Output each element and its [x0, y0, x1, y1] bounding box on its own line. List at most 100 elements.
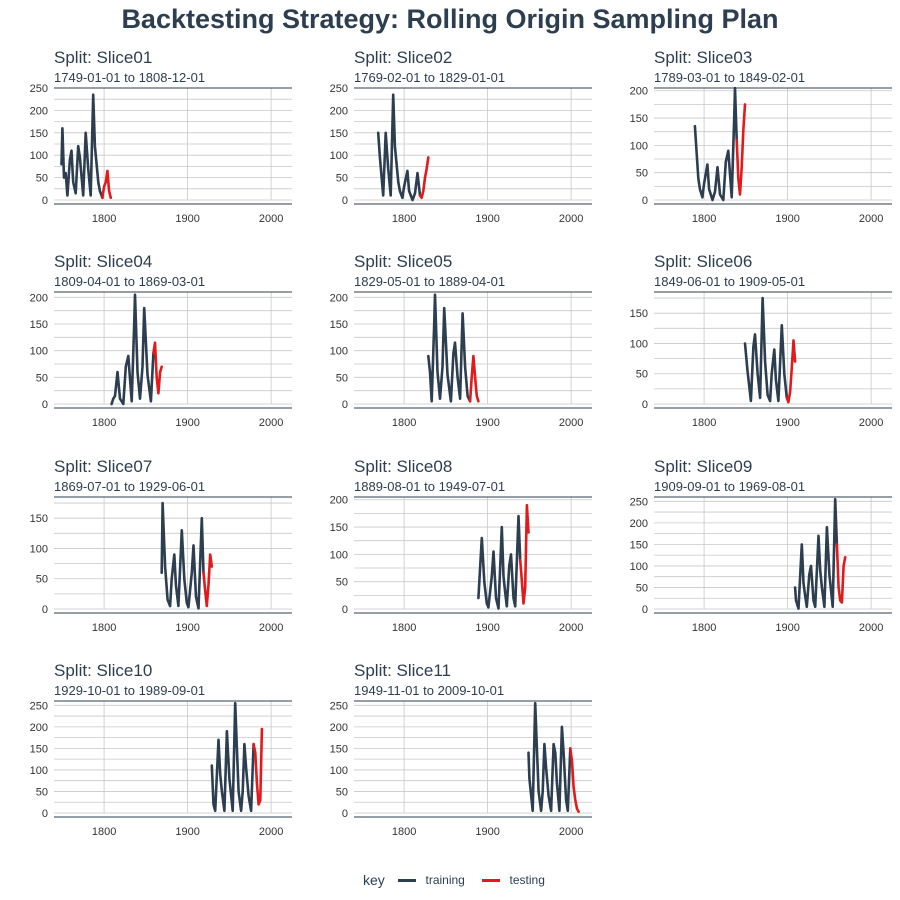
series-testing-line [101, 169, 113, 200]
y-tick-label: 50 [36, 786, 48, 798]
panel-slice07: 0 50 100 150 1800 1900 2000 Split: Slice07 1869-… [0, 457, 300, 662]
y-tick-label: 200 [30, 722, 48, 734]
legend-swatch-training [398, 878, 417, 882]
y-tick-label: 250 [330, 83, 348, 95]
split-title: Split: Slice05 [354, 252, 453, 271]
y-tick-label: 250 [330, 700, 348, 712]
y-tick-label: 150 [30, 128, 48, 140]
y-tick-label: 50 [636, 168, 648, 180]
y-tick-label: 150 [330, 319, 348, 331]
y-tick-label: 0 [642, 195, 648, 207]
series-training-line [160, 501, 205, 610]
series-testing-line [252, 727, 264, 806]
y-tick-label: 200 [330, 105, 348, 117]
y-tick-label: 100 [630, 140, 648, 152]
x-tick-label: 1800 [92, 826, 116, 836]
series-training-line [477, 514, 522, 610]
panel-slice02: 0 50 100 150 200 250 1800 1900 2000 Split: Slice0… [300, 48, 600, 253]
legend: key training testing [363, 872, 559, 888]
x-tick-label: 1800 [92, 417, 116, 427]
y-tick-label: 100 [30, 765, 48, 777]
series-testing-line [152, 341, 163, 395]
y-tick-label: 200 [330, 495, 348, 507]
legend-swatch-testing [482, 878, 501, 882]
plot-area: 0 50 100 150 200 1800 1900 2000 [330, 291, 592, 427]
y-tick-label: 250 [630, 496, 648, 508]
split-title: Split: Slice11 [354, 661, 452, 680]
y-tick-label: 100 [330, 346, 348, 358]
y-tick-label: 0 [642, 399, 648, 411]
split-date-range: 1869-07-01 to 1929-06-01 [54, 479, 206, 494]
x-tick-label: 2000 [559, 417, 583, 427]
split-title: Split: Slice02 [354, 48, 453, 67]
x-tick-label: 1800 [392, 826, 416, 836]
y-tick-label: 50 [36, 173, 48, 185]
y-tick-label: 0 [342, 195, 348, 207]
x-tick-label: 1900 [775, 213, 799, 223]
legend-label-testing: testing [509, 873, 545, 887]
series-training-line [793, 497, 839, 610]
series-training-line [60, 93, 104, 200]
y-tick-label: 50 [336, 577, 348, 589]
panel-slice11: 0 50 100 150 200 250 1800 1900 2000 Split: Slice1… [300, 661, 600, 866]
x-tick-label: 1900 [775, 417, 799, 427]
plot-area: 0 50 100 150 200 250 1800 1900 2000 [630, 496, 892, 632]
panel-slice06: 0 50 100 150 1800 1900 2000 Split: Slice06 1849-… [600, 252, 900, 457]
x-tick-label: 1900 [475, 213, 499, 223]
y-tick-label: 100 [30, 346, 48, 358]
y-tick-label: 0 [42, 808, 48, 820]
split-date-range: 1929-10-01 to 1989-09-01 [54, 683, 206, 698]
y-tick-label: 100 [330, 549, 348, 561]
x-tick-label: 1800 [692, 622, 716, 632]
panel-slice09: 0 50 100 150 200 250 1800 1900 2000 Split: Slice0… [600, 457, 900, 662]
y-tick-label: 100 [30, 543, 48, 555]
series-testing-line [202, 553, 214, 608]
split-date-range: 1889-08-01 to 1949-07-01 [354, 479, 506, 494]
y-tick-label: 50 [36, 574, 48, 586]
split-date-range: 1809-04-01 to 1869-03-01 [54, 274, 206, 289]
y-tick-label: 100 [630, 338, 648, 350]
y-tick-label: 150 [30, 319, 48, 331]
series-training-line [527, 701, 572, 813]
split-title: Split: Slice06 [654, 252, 753, 271]
y-tick-label: 50 [636, 582, 648, 594]
x-tick-label: 1800 [692, 417, 716, 427]
y-tick-label: 100 [30, 150, 48, 162]
legend-label-training: training [425, 873, 465, 887]
plot-area: 0 50 100 150 200 1800 1900 2000 [30, 291, 292, 427]
split-title: Split: Slice08 [354, 457, 453, 476]
series-testing-line [785, 339, 797, 404]
split-title: Split: Slice10 [54, 661, 153, 680]
x-tick-label: 2000 [559, 213, 583, 223]
series-training-line [110, 293, 155, 406]
y-tick-label: 0 [642, 604, 648, 616]
y-tick-label: 100 [330, 765, 348, 777]
series-testing-line [568, 747, 580, 813]
series-testing-line [735, 103, 747, 196]
x-tick-label: 2000 [559, 622, 583, 632]
x-tick-label: 1900 [175, 826, 199, 836]
y-tick-label: 200 [630, 518, 648, 530]
y-tick-label: 250 [30, 83, 48, 95]
y-tick-label: 0 [342, 808, 348, 820]
y-tick-label: 250 [30, 700, 48, 712]
x-tick-label: 2000 [259, 417, 283, 427]
panel-slice03: 0 50 100 150 200 1800 1900 2000 Split: Slice03 17… [600, 48, 900, 253]
plot-area: 0 50 100 150 200 1800 1900 2000 [630, 86, 892, 223]
y-tick-label: 150 [630, 113, 648, 125]
y-tick-label: 50 [636, 369, 648, 381]
y-tick-label: 150 [30, 743, 48, 755]
plot-area: 0 50 100 150 200 250 1800 1900 2000 [30, 83, 292, 223]
series-training-line [427, 293, 472, 403]
panel-slice10: 0 50 100 150 200 250 1800 1900 2000 Split: Slice1… [0, 661, 300, 866]
y-tick-label: 0 [342, 604, 348, 616]
x-tick-label: 2000 [259, 622, 283, 632]
split-date-range: 1949-11-01 to 2009-10-01 [354, 683, 505, 698]
split-date-range: 1829-05-01 to 1889-04-01 [354, 274, 506, 289]
x-tick-label: 1900 [175, 417, 199, 427]
split-title: Split: Slice09 [654, 457, 753, 476]
y-tick-label: 0 [42, 195, 48, 207]
x-tick-label: 2000 [859, 213, 883, 223]
x-tick-label: 1900 [175, 213, 199, 223]
split-date-range: 1769-02-01 to 1829-01-01 [354, 70, 506, 85]
